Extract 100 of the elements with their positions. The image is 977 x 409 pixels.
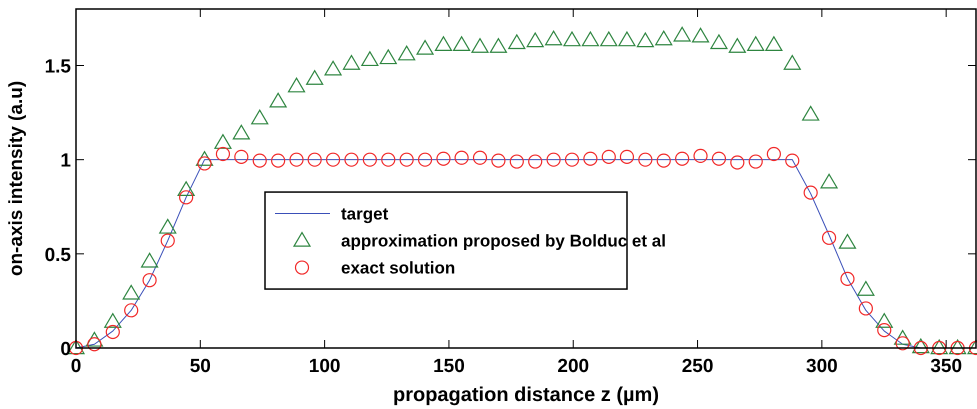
legend-label: approximation proposed by Bolduc et al <box>341 232 666 251</box>
point <box>234 150 248 164</box>
point <box>288 78 306 92</box>
x-tick-label: 50 <box>190 356 211 377</box>
point <box>508 34 526 50</box>
point <box>747 36 764 51</box>
point <box>802 106 820 121</box>
x-tick-label: 150 <box>433 356 465 377</box>
point <box>563 31 581 46</box>
x-tick-label: 100 <box>308 356 340 377</box>
point <box>638 152 652 167</box>
point <box>490 38 508 53</box>
point <box>544 30 562 46</box>
point <box>416 40 434 55</box>
x-tick-label: 350 <box>930 356 962 377</box>
point <box>251 110 268 124</box>
y-axis-title: on-axis intensity (a.u) <box>6 80 27 276</box>
point <box>858 301 873 316</box>
point <box>748 154 763 169</box>
point <box>675 152 690 166</box>
point <box>636 32 654 48</box>
point <box>196 151 214 166</box>
point <box>730 155 744 170</box>
point <box>342 55 360 70</box>
y-tick-label: 0 <box>60 339 71 360</box>
point <box>692 28 710 43</box>
x-tick-label: 250 <box>682 356 714 377</box>
legend-label: target <box>341 204 389 224</box>
y-tick-label: 0.5 <box>44 244 72 266</box>
point <box>140 252 158 268</box>
point <box>840 272 855 286</box>
point <box>804 186 818 200</box>
point <box>159 218 176 234</box>
point <box>398 46 416 60</box>
point <box>528 154 542 169</box>
point <box>436 152 451 166</box>
point <box>820 174 838 188</box>
point <box>491 154 506 168</box>
point <box>361 51 378 66</box>
point <box>418 152 432 167</box>
point <box>526 32 544 48</box>
point <box>400 152 414 167</box>
point <box>324 60 342 76</box>
point <box>766 146 781 162</box>
point <box>232 124 250 140</box>
y-tick-label: 1 <box>60 150 72 172</box>
legend-label: exact solution <box>341 258 456 278</box>
point <box>106 324 120 340</box>
point <box>785 154 800 168</box>
point <box>472 150 488 165</box>
point <box>712 152 726 166</box>
point <box>620 150 634 164</box>
point <box>104 313 122 328</box>
point <box>216 146 230 162</box>
point <box>582 31 599 46</box>
point <box>252 154 267 168</box>
point <box>270 92 287 108</box>
point <box>838 234 856 249</box>
point <box>876 313 893 328</box>
point <box>784 55 801 70</box>
point <box>877 323 892 338</box>
point <box>583 152 598 166</box>
point <box>600 31 618 46</box>
point <box>434 36 452 51</box>
point <box>160 234 175 248</box>
point <box>655 30 672 46</box>
point <box>618 31 636 46</box>
point <box>857 281 874 296</box>
point <box>271 154 286 168</box>
point <box>510 154 524 169</box>
point <box>656 154 671 168</box>
x-axis-title: propagation distance z (µm) <box>393 384 659 406</box>
point <box>564 152 580 167</box>
point <box>306 70 324 85</box>
point <box>546 152 561 167</box>
point <box>362 152 377 167</box>
point <box>179 190 194 204</box>
point <box>894 330 912 345</box>
point <box>471 38 489 53</box>
point <box>380 49 397 64</box>
point <box>122 284 140 300</box>
point <box>602 150 616 164</box>
point <box>344 152 359 167</box>
point <box>381 152 396 167</box>
point <box>86 332 103 347</box>
point <box>710 34 728 50</box>
point <box>124 303 138 318</box>
point <box>178 181 195 196</box>
point <box>326 152 340 167</box>
point <box>728 38 746 53</box>
point <box>214 134 232 149</box>
point <box>308 152 322 167</box>
point <box>453 36 470 51</box>
x-tick-label: 300 <box>806 356 838 377</box>
point <box>822 230 836 245</box>
point <box>197 156 212 171</box>
point <box>454 150 469 165</box>
point <box>289 152 304 167</box>
y-tick-label: 1.5 <box>44 56 72 78</box>
point <box>765 36 782 51</box>
